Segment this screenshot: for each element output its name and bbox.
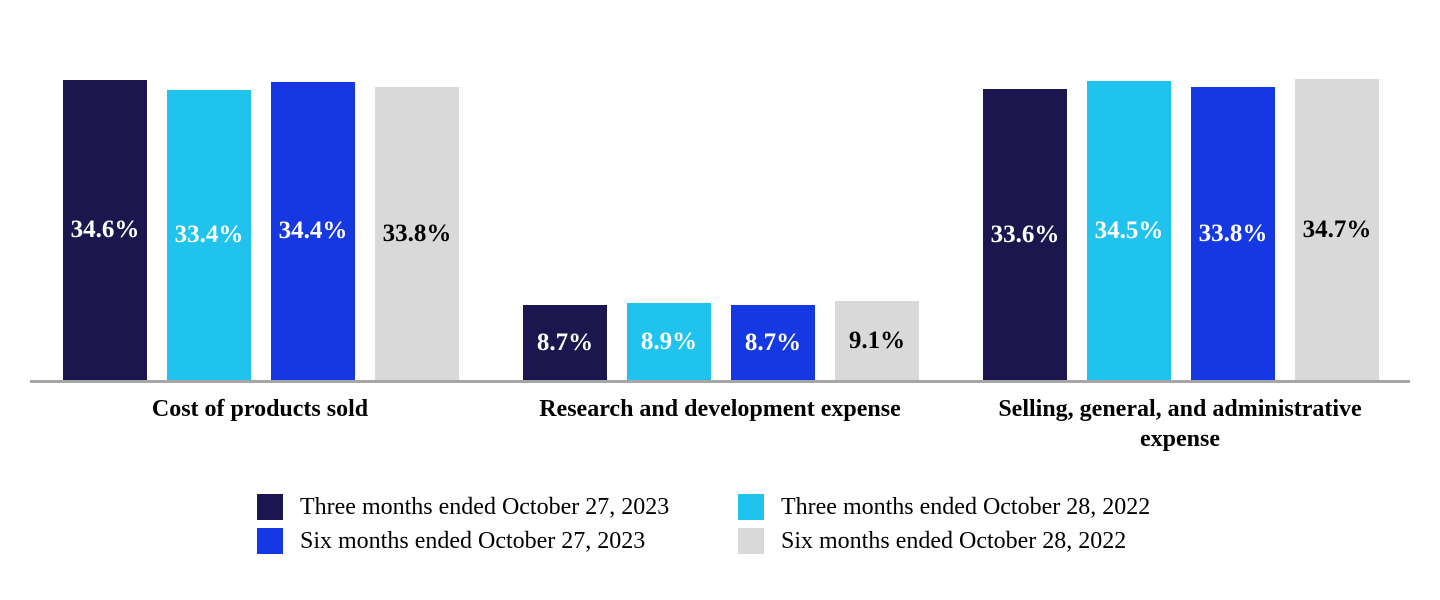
bar: 33.6%	[983, 89, 1067, 380]
bar: 33.4%	[167, 90, 251, 380]
bar-value-label: 34.4%	[278, 217, 348, 244]
category-label: Research and development expense	[539, 396, 901, 422]
legend-item: Three months ended October 27, 2023	[257, 490, 738, 524]
bar-value-label: 33.4%	[174, 221, 244, 248]
bar: 34.5%	[1087, 81, 1171, 380]
legend-item: Six months ended October 28, 2022	[738, 524, 1150, 558]
bar: 34.6%	[63, 80, 147, 380]
bar: 33.8%	[1191, 87, 1275, 380]
bar-value-label: 34.6%	[70, 216, 140, 243]
bar-value-label: 33.6%	[990, 220, 1060, 248]
bar-value-label: 8.7%	[744, 328, 802, 356]
bar-value-label: 33.8%	[382, 219, 452, 247]
category-label: Cost of products sold	[151, 396, 369, 422]
bar: 34.4%	[271, 82, 355, 380]
category-label: Selling, general, and administrative exp…	[998, 396, 1362, 452]
bar-value-label: 33.8%	[1198, 219, 1268, 247]
bar: 33.8%	[375, 87, 459, 380]
bar-value-label: 8.9%	[640, 327, 698, 355]
bar: 9.1%	[835, 301, 919, 380]
legend-label: Six months ended October 27, 2023	[300, 527, 646, 554]
bar: 8.7%	[731, 305, 815, 380]
bar-value-label: 34.7%	[1302, 215, 1372, 243]
legend-label: Six months ended October 28, 2022	[781, 527, 1127, 554]
legend-label: Three months ended October 27, 2023	[300, 493, 670, 520]
legend-swatch-icon	[257, 528, 283, 554]
bar-value-label: 8.7%	[536, 328, 594, 356]
legend-swatch-icon	[257, 494, 283, 520]
legend: Three months ended October 27, 2023 Three…	[257, 490, 1150, 558]
legend-item: Three months ended October 28, 2022	[738, 490, 1150, 524]
bar: 8.9%	[627, 303, 711, 380]
bar: 8.7%	[523, 305, 607, 380]
bar-value-label: 9.1%	[848, 326, 906, 354]
legend-item: Six months ended October 27, 2023	[257, 524, 738, 558]
legend-swatch-icon	[738, 494, 764, 520]
legend-label: Three months ended October 28, 2022	[781, 493, 1151, 520]
x-axis-line	[30, 380, 1410, 383]
legend-swatch-icon	[738, 528, 764, 554]
bar-value-label: 34.5%	[1094, 216, 1164, 244]
bar: 34.7%	[1295, 79, 1379, 380]
